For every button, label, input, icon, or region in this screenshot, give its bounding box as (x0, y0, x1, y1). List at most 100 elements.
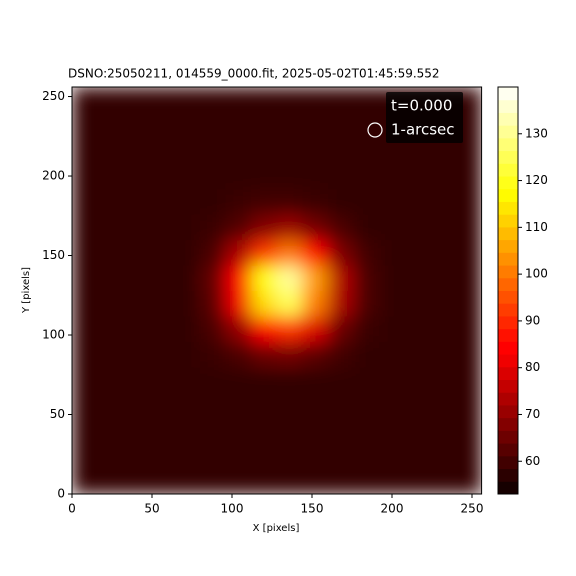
pixel-cell (123, 468, 150, 494)
pixel-cell (251, 290, 278, 317)
pixel-cell (200, 163, 227, 190)
pixel-cell (72, 265, 99, 291)
pixel-cell (148, 468, 175, 494)
pixel-cell (97, 290, 124, 317)
pixel-cell (200, 341, 227, 368)
pixel-cell (72, 87, 99, 113)
pixel-cell (328, 341, 355, 368)
pixel-cell (276, 443, 303, 470)
colorbar-band (498, 315, 518, 330)
pixel-cell (97, 188, 124, 215)
pixel-cell (200, 214, 227, 241)
marker-symbol (367, 122, 383, 138)
x-axis-label: X [pixels] (253, 523, 300, 534)
pixel-cell (97, 417, 124, 444)
pixel-cell (353, 341, 380, 368)
colorbar-band (498, 290, 518, 304)
legend-box (386, 92, 463, 143)
pixel-cell (148, 315, 175, 342)
pixel-cell (328, 290, 355, 317)
pixel-cell (276, 112, 303, 139)
colorbar-band (498, 239, 518, 253)
pixel-cell (276, 265, 303, 291)
pixel-cell (123, 417, 150, 444)
pixel-cell (379, 163, 406, 190)
pixel-cell (225, 468, 252, 494)
pixel-cell (328, 239, 355, 266)
pixel-cell (276, 315, 303, 342)
pixel-cell (404, 443, 431, 470)
pixel-cell (379, 366, 406, 393)
pixel-cell (251, 366, 278, 393)
pixel-cell (174, 112, 201, 139)
pixel-cell (225, 112, 252, 139)
x-tick-label: 200 (381, 502, 404, 516)
x-tick-label: 150 (301, 502, 324, 516)
colorbar-band (498, 468, 518, 482)
pixel-cell (456, 417, 482, 444)
pixel-cell (302, 341, 329, 368)
pixel-cell (276, 188, 303, 215)
pixel-cell (148, 443, 175, 470)
pixel-cell (353, 417, 380, 444)
pixel-cell (72, 239, 99, 266)
pixel-cell (97, 163, 124, 190)
pixel-cell (72, 137, 99, 164)
colorbar-band (498, 226, 518, 241)
pixel-cell (353, 265, 380, 291)
colorbar-frame (497, 86, 519, 495)
pixel-cell (404, 265, 431, 291)
colorbar-band (498, 392, 518, 406)
pixel-cell (302, 214, 329, 241)
chart-title: DSNO:25050211, 014559_0000.fit, 2025-05-… (68, 67, 440, 81)
pixel-cell (174, 163, 201, 190)
pixel-cell (72, 112, 99, 139)
pixel-cell (328, 392, 355, 419)
pixel-cell (251, 468, 278, 494)
pixel-cell (404, 366, 431, 393)
pixel-cell (456, 290, 482, 317)
pixel-cell (456, 315, 482, 342)
colorbar-band (498, 163, 518, 177)
pixel-cell (174, 417, 201, 444)
pixel-cell (72, 163, 99, 190)
pixel-cell (379, 239, 406, 266)
y-tick-label: 150 (42, 248, 65, 262)
pixel-cell (148, 239, 175, 266)
pixel-cell (302, 265, 329, 291)
pixel-cell (123, 315, 150, 342)
pixel-cell (379, 417, 406, 444)
pixel-cell (276, 87, 303, 113)
pixel-cell (200, 417, 227, 444)
pixel-cell (148, 417, 175, 444)
pixel-cell (302, 443, 329, 470)
y-tick-label: 0 (57, 487, 65, 501)
pixel-cell (225, 417, 252, 444)
pixel-cell (379, 265, 406, 291)
pixel-cell (328, 137, 355, 164)
colorbar-band (498, 188, 518, 202)
pixel-cell (148, 214, 175, 241)
pixel-cell (200, 188, 227, 215)
pixel-cell (97, 392, 124, 419)
pixel-cell (430, 163, 457, 190)
colorbar-band (498, 354, 518, 368)
pixel-cell (174, 137, 201, 164)
pixel-cell (251, 163, 278, 190)
y-axis-label: Y [pixels] (21, 267, 32, 314)
pixel-cell (328, 112, 355, 139)
pixel-cell (430, 315, 457, 342)
pixel-cell (328, 417, 355, 444)
pixel-cell (72, 443, 99, 470)
colorbar-band (498, 87, 518, 101)
pixel-cell (404, 188, 431, 215)
pixel-cell (302, 468, 329, 494)
pixel-cell (174, 290, 201, 317)
pixel-cell (200, 265, 227, 291)
pixel-cell (251, 392, 278, 419)
pixel-cell (225, 87, 252, 113)
colorbar-tick-label: 60 (525, 454, 540, 468)
pixel-cell (123, 163, 150, 190)
pixel-cell (200, 315, 227, 342)
